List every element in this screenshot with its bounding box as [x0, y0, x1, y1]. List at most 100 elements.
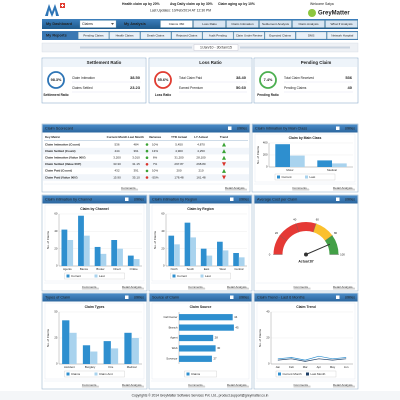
- tab-label[interactable]: Settlement Analysis: [262, 22, 289, 26]
- cell: 4,900: [175, 149, 183, 153]
- detail-link[interactable]: Detail Analysis...: [227, 285, 249, 289]
- date-box[interactable]: [193, 44, 239, 51]
- tab[interactable]: [259, 20, 292, 28]
- utilities-icon[interactable]: [125, 295, 129, 300]
- report-tab-label[interactable]: Pending Claims: [83, 33, 104, 37]
- utilities-icon[interactable]: [230, 197, 234, 202]
- x-tick-label: Burglary: [85, 365, 96, 369]
- comments-link[interactable]: Comments...: [188, 383, 205, 387]
- cell: Claim Paid (Count): [45, 169, 72, 173]
- legend-swatch: [306, 372, 309, 376]
- cell: -55%: [151, 175, 158, 179]
- bar: [206, 255, 213, 266]
- comments-link[interactable]: Comments...: [188, 285, 205, 289]
- tab-label[interactable]: What If Analysis: [330, 22, 352, 26]
- tab-label[interactable]: Claims 360: [169, 22, 185, 26]
- y-tick-label: 40: [266, 310, 270, 314]
- report-tab-label[interactable]: Network Hospital: [331, 33, 353, 37]
- report-tab-label[interactable]: Claim Under Review: [236, 33, 263, 37]
- comments-link[interactable]: Comments...: [121, 186, 138, 190]
- kpi-ring: [47, 71, 65, 89]
- report-tab[interactable]: [295, 31, 327, 40]
- comments-link[interactable]: Comments...: [294, 383, 311, 387]
- status-dot: [145, 163, 149, 166]
- nav-reports[interactable]: My Reports: [46, 34, 67, 38]
- utilities[interactable]: Utilities: [345, 197, 356, 201]
- status-dot: [145, 149, 149, 153]
- detail-link[interactable]: Detail Analysis...: [122, 285, 144, 289]
- tab[interactable]: [193, 20, 226, 28]
- utilities-icon[interactable]: [228, 126, 232, 131]
- tab-label[interactable]: Claim Intimation: [231, 22, 253, 26]
- tab[interactable]: [160, 20, 193, 28]
- bar: [174, 244, 180, 266]
- utilities[interactable]: Utilities: [345, 295, 356, 299]
- report-tab-label[interactable]: DMS: [308, 33, 314, 37]
- report-tab-label[interactable]: Rejected Claims: [176, 33, 198, 37]
- utilities-icon[interactable]: [336, 197, 340, 202]
- utilities[interactable]: Utilities: [345, 126, 356, 130]
- detail-link[interactable]: Detail Analysis...: [122, 383, 144, 387]
- selector-value[interactable]: Claims: [82, 22, 93, 26]
- bar: [190, 237, 196, 266]
- utilities[interactable]: Utilities: [239, 197, 250, 201]
- detail-link[interactable]: Detail Analysis...: [333, 285, 355, 289]
- comments-link[interactable]: Comments...: [294, 285, 311, 289]
- utilities-icon[interactable]: [336, 126, 340, 131]
- kpi-ratio: 55.6%: [158, 78, 169, 82]
- report-tab-label[interactable]: Expected Claims: [269, 33, 291, 37]
- comments-link[interactable]: Comments...: [292, 186, 309, 190]
- detail-link[interactable]: Detail Analysis...: [227, 383, 249, 387]
- report-tab[interactable]: [327, 31, 358, 40]
- kpi-ring: [154, 71, 172, 89]
- nav-dashboard[interactable]: My Dashboard: [46, 22, 73, 26]
- slider-track[interactable]: [240, 46, 350, 49]
- tab[interactable]: [292, 20, 325, 28]
- cell: 4,870: [197, 142, 205, 146]
- utilities[interactable]: Utilities: [237, 126, 248, 130]
- report-tab[interactable]: [202, 31, 234, 40]
- report-tab[interactable]: [109, 31, 140, 40]
- legend-swatch: [94, 372, 98, 376]
- tab-label[interactable]: Claim Analysis: [298, 22, 319, 26]
- gauge-tick: [279, 234, 288, 241]
- cell: 161.48: [196, 175, 206, 179]
- selector[interactable]: [79, 20, 117, 28]
- tab[interactable]: [226, 20, 259, 28]
- y-tick-label: Call Center: [164, 315, 178, 319]
- y-tick-label: 400: [263, 141, 268, 145]
- nav-analysis[interactable]: My Analysis: [124, 22, 146, 26]
- line: [277, 358, 347, 362]
- report-tab[interactable]: [78, 31, 109, 40]
- utilities[interactable]: Utilities: [134, 295, 145, 299]
- y-axis-label: No. of Claims: [256, 146, 260, 165]
- report-tab-label[interactable]: Death Claims: [147, 33, 165, 37]
- report-tab-label[interactable]: Health Claims: [116, 33, 135, 37]
- utilities[interactable]: Utilities: [134, 197, 145, 201]
- slider-track[interactable]: [80, 46, 192, 49]
- y-tick-label: 20: [161, 246, 165, 250]
- status-dot: [145, 169, 149, 173]
- report-tab[interactable]: [264, 31, 296, 40]
- trend-arrow: [222, 168, 226, 173]
- cell: 4,250: [197, 149, 205, 153]
- utilities-icon[interactable]: [125, 197, 129, 202]
- utilities-icon[interactable]: [336, 295, 340, 300]
- tab-label[interactable]: Loss Ratio: [202, 22, 217, 26]
- report-tab[interactable]: [233, 31, 265, 40]
- y-tick-label: 20: [266, 336, 270, 340]
- detail-link[interactable]: Detail Analysis...: [333, 383, 355, 387]
- utilities[interactable]: Utilities: [239, 295, 250, 299]
- detail-link[interactable]: Detail Analysis...: [333, 186, 355, 190]
- tab[interactable]: [325, 20, 358, 28]
- y-tick-label: 40: [54, 229, 58, 233]
- utilities-icon[interactable]: [230, 295, 234, 300]
- detail-link[interactable]: Detail Analysis...: [225, 186, 247, 190]
- comments-link[interactable]: Comments...: [82, 285, 99, 289]
- report-tab-label[interactable]: Audit Pending: [209, 33, 227, 37]
- report-tab[interactable]: [140, 31, 172, 40]
- comments-link[interactable]: Comments...: [82, 383, 99, 387]
- status-dot: [145, 176, 149, 179]
- report-tab[interactable]: [171, 31, 203, 40]
- cell: 10%: [152, 142, 158, 146]
